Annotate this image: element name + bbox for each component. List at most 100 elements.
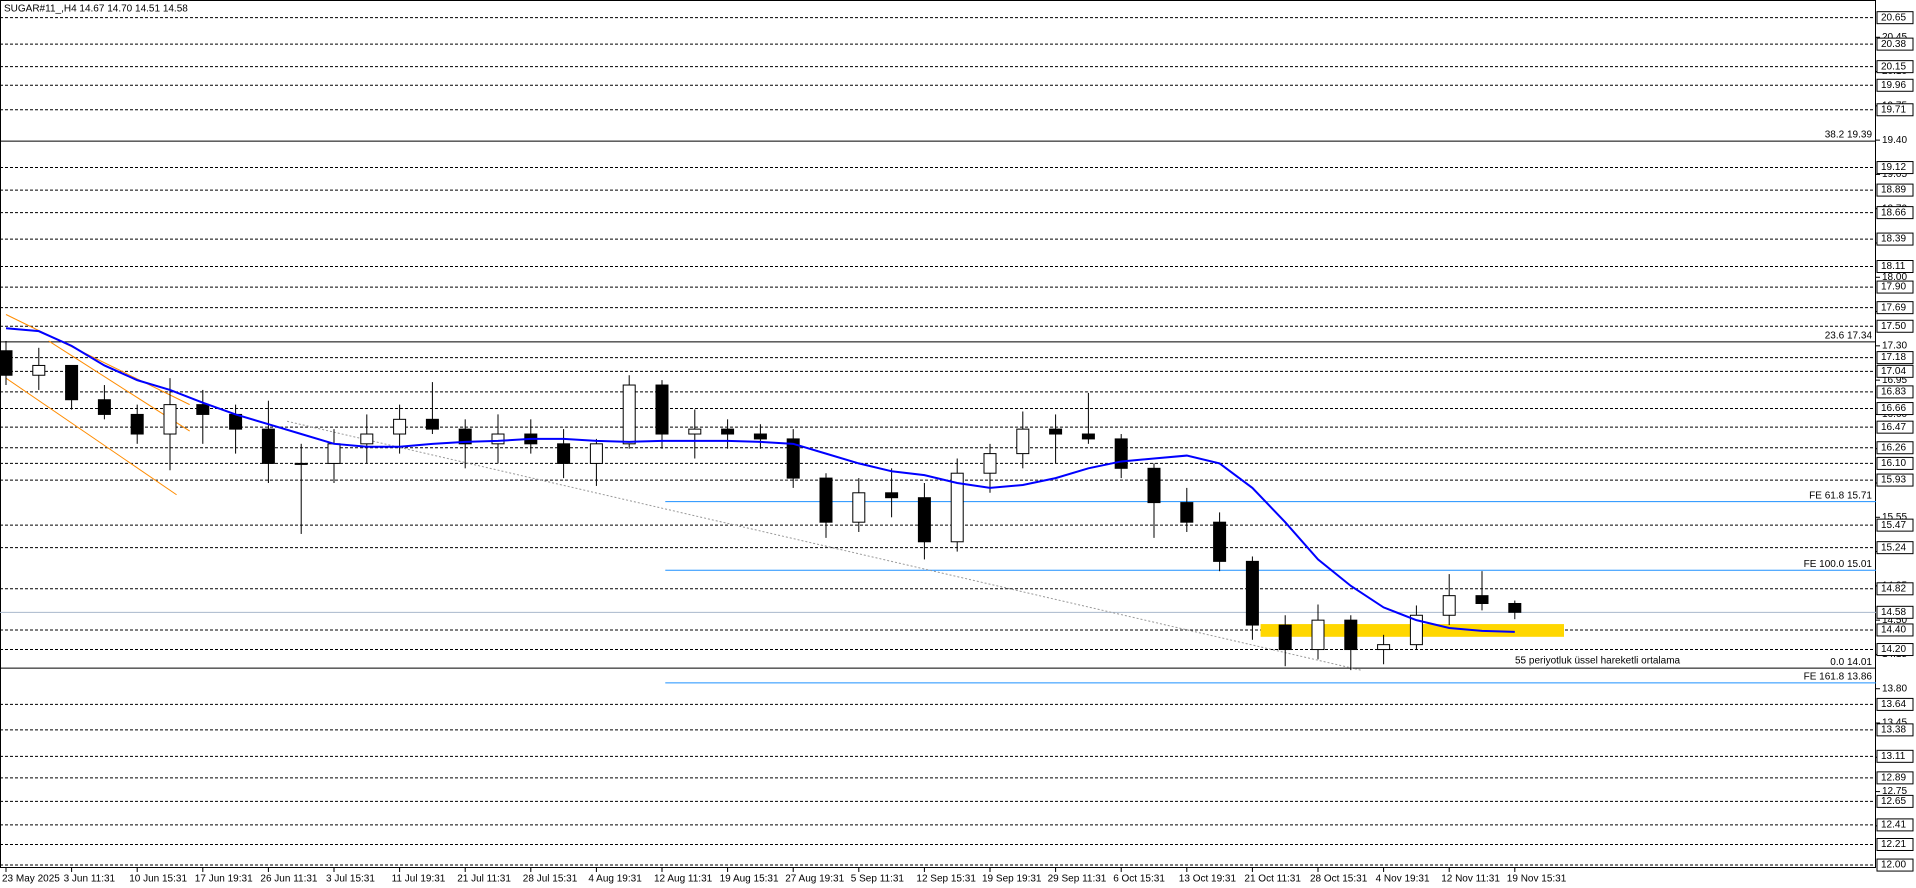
level-box <box>1876 723 1914 737</box>
level-box <box>1876 623 1914 637</box>
level-label: 19.12 <box>1881 162 1906 173</box>
x-tick-label: 5 Sep 11:31 <box>851 874 905 885</box>
x-tick-label: 12 Aug 11:31 <box>654 874 713 885</box>
level-box <box>1876 643 1914 657</box>
x-tick-label: 19 Aug 15:31 <box>720 874 779 885</box>
fib-label: 0.0 14.01 <box>1830 657 1872 668</box>
candle-body <box>819 477 833 523</box>
candle-body <box>1114 438 1128 469</box>
x-tick-label: 21 Jul 11:31 <box>457 874 511 885</box>
y-tick-label: 19.05 <box>1882 169 1907 180</box>
level-box <box>1876 697 1914 711</box>
candle-body <box>589 443 603 464</box>
candle-body <box>786 438 800 479</box>
level-box <box>1876 858 1914 872</box>
candle-body <box>1245 560 1259 626</box>
level-label: 15.93 <box>1881 475 1906 486</box>
level-label: 16.10 <box>1881 458 1906 469</box>
level-box <box>1876 456 1914 470</box>
candle-body <box>655 384 669 435</box>
candle-body <box>327 443 341 464</box>
level-box <box>1876 103 1914 117</box>
y-tick-label: 17.30 <box>1882 340 1907 351</box>
x-tick-label: 11 Jul 19:31 <box>392 874 446 885</box>
level-box <box>1876 582 1914 596</box>
level-box <box>1876 441 1914 455</box>
level-label: 18.11 <box>1881 261 1906 272</box>
candle-body <box>0 350 13 376</box>
level-label: 12.21 <box>1881 839 1906 850</box>
x-tick-label: 3 Jul 15:31 <box>326 874 375 885</box>
x-tick-label: 3 Jun 11:31 <box>64 874 116 885</box>
x-tick-label: 10 Jun 15:31 <box>129 874 187 885</box>
level-box <box>1876 183 1914 197</box>
x-tick-label: 19 Sep 19:31 <box>982 874 1042 885</box>
candle-body <box>557 443 571 464</box>
level-box <box>1876 794 1914 808</box>
candle-body <box>491 433 505 445</box>
x-tick-label: 19 Nov 15:31 <box>1507 874 1567 885</box>
annotation: 55 periyotluk üssel hareketli ortalama <box>1515 656 1681 667</box>
level-label: 13.38 <box>1881 725 1906 736</box>
fib-label: 23.6 17.34 <box>1825 331 1873 342</box>
x-tick-label: 27 Aug 19:31 <box>785 874 844 885</box>
candle-body <box>1049 428 1063 435</box>
plot-frame <box>0 0 1876 868</box>
level-box <box>1876 364 1914 378</box>
level-box <box>1876 402 1914 416</box>
level-box <box>1876 78 1914 92</box>
candle-body <box>1311 619 1325 651</box>
level-label: 20.65 <box>1881 12 1906 23</box>
candle-body <box>885 492 899 499</box>
candle-body <box>1409 614 1423 646</box>
level-label: 18.89 <box>1881 185 1906 196</box>
chart-title: SUGAR#11_,H4 14.67 14.70 14.51 14.58 <box>4 4 188 15</box>
candle-body <box>1016 428 1030 455</box>
level-box <box>1876 280 1914 294</box>
level-label: 15.24 <box>1881 542 1906 553</box>
level-label: 19.71 <box>1881 104 1906 115</box>
level-box <box>1876 541 1914 555</box>
x-tick-label: 12 Sep 15:31 <box>916 874 976 885</box>
price-box <box>1876 605 1914 619</box>
trendline <box>5 377 177 496</box>
candle-body <box>1377 644 1391 651</box>
level-label: 14.20 <box>1881 644 1906 655</box>
candle-body <box>65 364 79 401</box>
x-tick-label: 21 Oct 11:31 <box>1244 874 1301 885</box>
level-label: 13.11 <box>1881 751 1906 762</box>
candle-body <box>983 453 997 474</box>
level-box <box>1876 260 1914 274</box>
x-tick-label: 28 Oct 15:31 <box>1310 874 1368 885</box>
ema-line <box>5 327 1515 633</box>
candle-body <box>1278 624 1292 651</box>
candle-body <box>1081 433 1095 440</box>
level-label: 17.90 <box>1881 282 1906 293</box>
level-label: 17.50 <box>1881 321 1906 332</box>
y-tick-label: 13.80 <box>1882 683 1907 694</box>
level-label: 13.64 <box>1881 699 1906 710</box>
candle-body <box>852 492 866 523</box>
level-box <box>1876 206 1914 220</box>
candle-body <box>393 418 407 435</box>
price-label: 14.58 <box>1881 607 1906 618</box>
candle-body <box>32 364 46 376</box>
level-box <box>1876 232 1914 246</box>
candle-body <box>458 428 472 445</box>
level-label: 16.83 <box>1881 387 1906 398</box>
level-label: 20.38 <box>1881 39 1906 50</box>
candle-body <box>97 399 111 415</box>
candle-body <box>360 433 374 445</box>
x-tick-label: 29 Sep 11:31 <box>1048 874 1107 885</box>
level-label: 15.47 <box>1881 520 1906 531</box>
level-label: 18.66 <box>1881 207 1906 218</box>
x-tick-label: 26 Jun 11:31 <box>260 874 318 885</box>
level-box <box>1876 161 1914 175</box>
level-label: 12.65 <box>1881 796 1906 807</box>
level-box <box>1876 351 1914 365</box>
candle-body <box>261 428 275 464</box>
level-label: 20.15 <box>1881 61 1906 72</box>
level-box <box>1876 301 1914 315</box>
level-box <box>1876 37 1914 51</box>
